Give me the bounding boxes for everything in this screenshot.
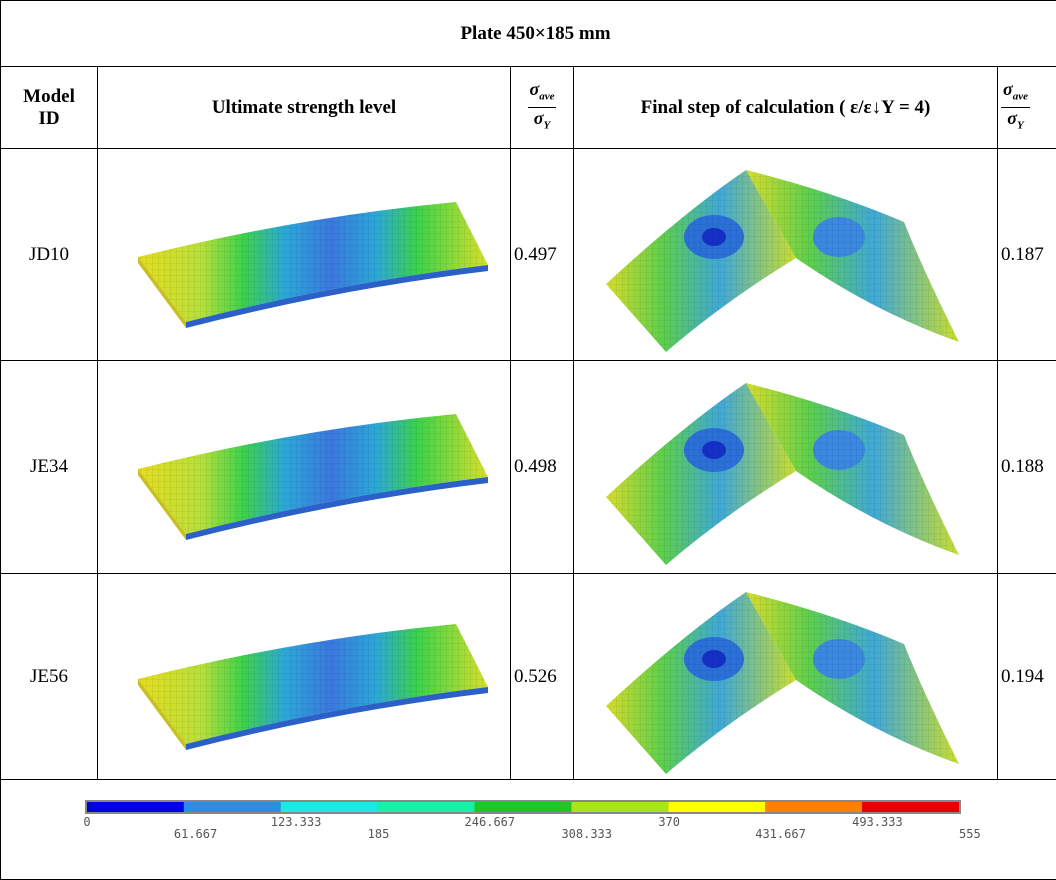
legend-label: 246.667: [465, 815, 516, 829]
legend-label: 493.333: [852, 815, 903, 829]
ratio-value: 0.188: [998, 361, 1056, 574]
final-image-cell: [574, 361, 998, 574]
symbol: σ: [1007, 108, 1017, 128]
table-row: JE56 0.526 0.194: [1, 574, 1056, 780]
plate-image: [98, 367, 511, 567]
plate-image: [574, 152, 998, 357]
table-row: JD10 0.497 0.187: [1, 149, 1056, 361]
ratio-value: 0.498: [511, 361, 574, 574]
final-image-cell: [574, 149, 998, 361]
legend-label: 308.333: [561, 827, 612, 841]
model-id: JD10: [1, 149, 98, 361]
ultimate-image-cell: [98, 149, 511, 361]
subscript: ave: [1013, 91, 1028, 103]
symbol: σ: [1003, 79, 1013, 99]
color-legend: 0 61.667 123.333 185 246.667 308.333 370 431.66…: [1, 780, 1001, 878]
legend-swatch: [668, 802, 765, 812]
plate-image: [98, 577, 511, 777]
legend-swatch: [87, 802, 184, 812]
legend-swatch: [281, 802, 378, 812]
results-table: Plate 450×185 mm Model ID Ultimate stren…: [0, 0, 1056, 880]
ratio-value: 0.187: [998, 149, 1056, 361]
model-id: JE56: [1, 574, 98, 780]
legend-swatch: [765, 802, 862, 812]
symbol: σ: [530, 79, 540, 99]
legend-label: 555: [959, 827, 981, 841]
model-id: JE34: [1, 361, 98, 574]
ratio-value: 0.497: [511, 149, 574, 361]
legend-label: 0: [83, 815, 90, 829]
header-model-id: Model ID: [1, 67, 98, 149]
legend-swatch: [475, 802, 572, 812]
legend-swatch: [378, 802, 475, 812]
plate-image: [574, 365, 998, 570]
ratio-value: 0.194: [998, 574, 1056, 780]
subscript: Y: [543, 120, 550, 132]
legend-cell: 0 61.667 123.333 185 246.667 308.333 370 431.66…: [1, 780, 1056, 880]
ultimate-image-cell: [98, 361, 511, 574]
page: Plate 450×185 mm Model ID Ultimate stren…: [0, 0, 1056, 871]
ultimate-image-cell: [98, 574, 511, 780]
legend-label: 61.667: [174, 827, 217, 841]
ratio-value: 0.526: [511, 574, 574, 780]
subscript: Y: [1017, 120, 1024, 132]
table-row: JE34 0.498 0.188: [1, 361, 1056, 574]
header-ultimate: Ultimate strength level: [98, 67, 511, 149]
final-image-cell: [574, 574, 998, 780]
subscript: ave: [539, 91, 554, 103]
legend-label: 185: [368, 827, 390, 841]
legend-swatch: [571, 802, 668, 812]
legend-label: 123.333: [271, 815, 322, 829]
legend-swatch: [862, 802, 959, 812]
header-final: Final step of calculation ( ε/ε↓Y = 4): [574, 67, 998, 149]
plate-image: [98, 155, 511, 355]
table-title: Plate 450×185 mm: [1, 1, 1056, 67]
plate-image: [574, 574, 998, 779]
legend-swatch: [184, 802, 281, 812]
legend-label: 370: [658, 815, 680, 829]
legend-label: 431.667: [755, 827, 806, 841]
